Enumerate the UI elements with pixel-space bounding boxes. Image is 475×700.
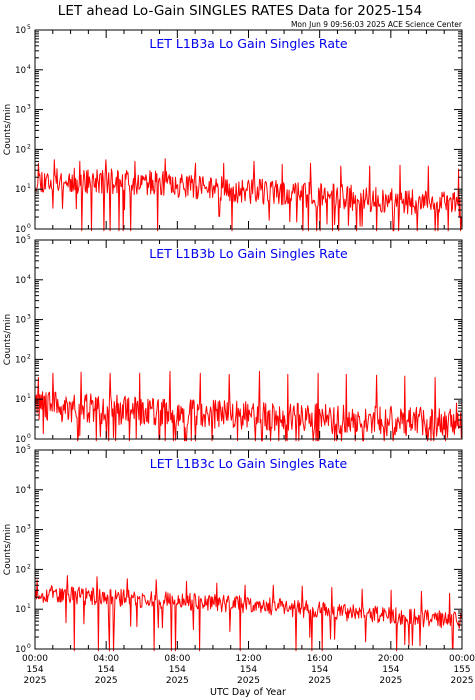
xtick-time: 00:00	[22, 654, 48, 664]
ytick-label-exponent: 2	[27, 563, 31, 570]
y-axis-label-1: Counts/min	[3, 104, 13, 155]
series-line-1	[34, 158, 463, 232]
xtick-year: 2025	[237, 676, 260, 686]
ytick-label-exponent: 5	[27, 24, 31, 31]
ytick-label: 10	[15, 486, 26, 496]
ytick-label: 10	[15, 435, 26, 445]
ytick-label-exponent: 2	[27, 353, 31, 360]
ytick-label: 10	[15, 225, 26, 235]
ytick-label: 10	[15, 395, 26, 405]
x-axis: 00:00154202504:00154202508:00154202512:0…	[22, 654, 475, 686]
ytick-label-exponent: 0	[27, 643, 31, 650]
ytick-label-exponent: 3	[27, 314, 31, 321]
ytick-label: 10	[15, 526, 26, 536]
ytick-label-exponent: 2	[27, 143, 31, 150]
ytick-label: 10	[15, 605, 26, 615]
y-axis-label-3: Counts/min	[3, 524, 13, 575]
ytick-label-exponent: 1	[27, 393, 31, 400]
generation-timestamp: Mon Jun 9 09:56:03 2025 ACE Science Cent…	[291, 20, 463, 29]
xtick-year: 2025	[24, 676, 47, 686]
ytick-label-exponent: 0	[27, 223, 31, 230]
series-line-2	[34, 370, 463, 442]
ytick-label: 10	[15, 446, 26, 456]
xtick-day: 155	[453, 665, 470, 675]
xtick-time: 08:00	[164, 654, 190, 664]
xtick-year: 2025	[379, 676, 402, 686]
xtick-day: 154	[98, 665, 115, 675]
ytick-label-exponent: 1	[27, 603, 31, 610]
xtick-day: 154	[169, 665, 186, 675]
xtick-time: 04:00	[93, 654, 119, 664]
panel-title-2: LET L1B3b Lo Gain Singles Rate	[149, 246, 348, 261]
xtick-year: 2025	[308, 676, 331, 686]
x-axis-label: UTC Day of Year	[210, 687, 286, 698]
y-axis-label-2: Counts/min	[3, 314, 13, 365]
series-line-3	[34, 575, 463, 652]
ytick-label-exponent: 4	[27, 484, 31, 491]
ytick-label: 10	[15, 355, 26, 365]
ytick-label-exponent: 1	[27, 183, 31, 190]
ytick-label-exponent: 3	[27, 524, 31, 531]
figure-title: LET ahead Lo-Gain SINGLES RATES Data for…	[58, 3, 422, 19]
ytick-label: 10	[15, 66, 26, 76]
xtick-day: 154	[26, 665, 43, 675]
ytick-label-exponent: 4	[27, 64, 31, 71]
ytick-label-exponent: 4	[27, 274, 31, 281]
ytick-label: 10	[15, 145, 26, 155]
ytick-label: 10	[15, 276, 26, 286]
ytick-label: 10	[15, 26, 26, 36]
panel-title-3: LET L1B3c Lo Gain Singles Rate	[150, 456, 348, 471]
xtick-year: 2025	[451, 676, 474, 686]
ytick-label: 10	[15, 106, 26, 116]
panel-title-1: LET L1B3a Lo Gain Singles Rate	[149, 36, 348, 51]
ytick-label: 10	[15, 316, 26, 326]
ytick-label: 10	[15, 645, 26, 655]
xtick-time: 16:00	[307, 654, 333, 664]
ytick-label: 10	[15, 565, 26, 575]
xtick-day: 154	[311, 665, 328, 675]
xtick-time: 20:00	[378, 654, 404, 664]
ytick-label: 10	[15, 185, 26, 195]
ytick-label-exponent: 0	[27, 433, 31, 440]
xtick-year: 2025	[95, 676, 118, 686]
ytick-label-exponent: 3	[27, 104, 31, 111]
xtick-day: 154	[382, 665, 399, 675]
xtick-day: 154	[240, 665, 257, 675]
ytick-label-exponent: 5	[27, 234, 31, 241]
xtick-year: 2025	[166, 676, 189, 686]
xtick-time: 00:00	[449, 654, 475, 664]
xtick-time: 12:00	[236, 654, 262, 664]
ytick-label-exponent: 5	[27, 444, 31, 451]
ytick-label: 10	[15, 236, 26, 246]
